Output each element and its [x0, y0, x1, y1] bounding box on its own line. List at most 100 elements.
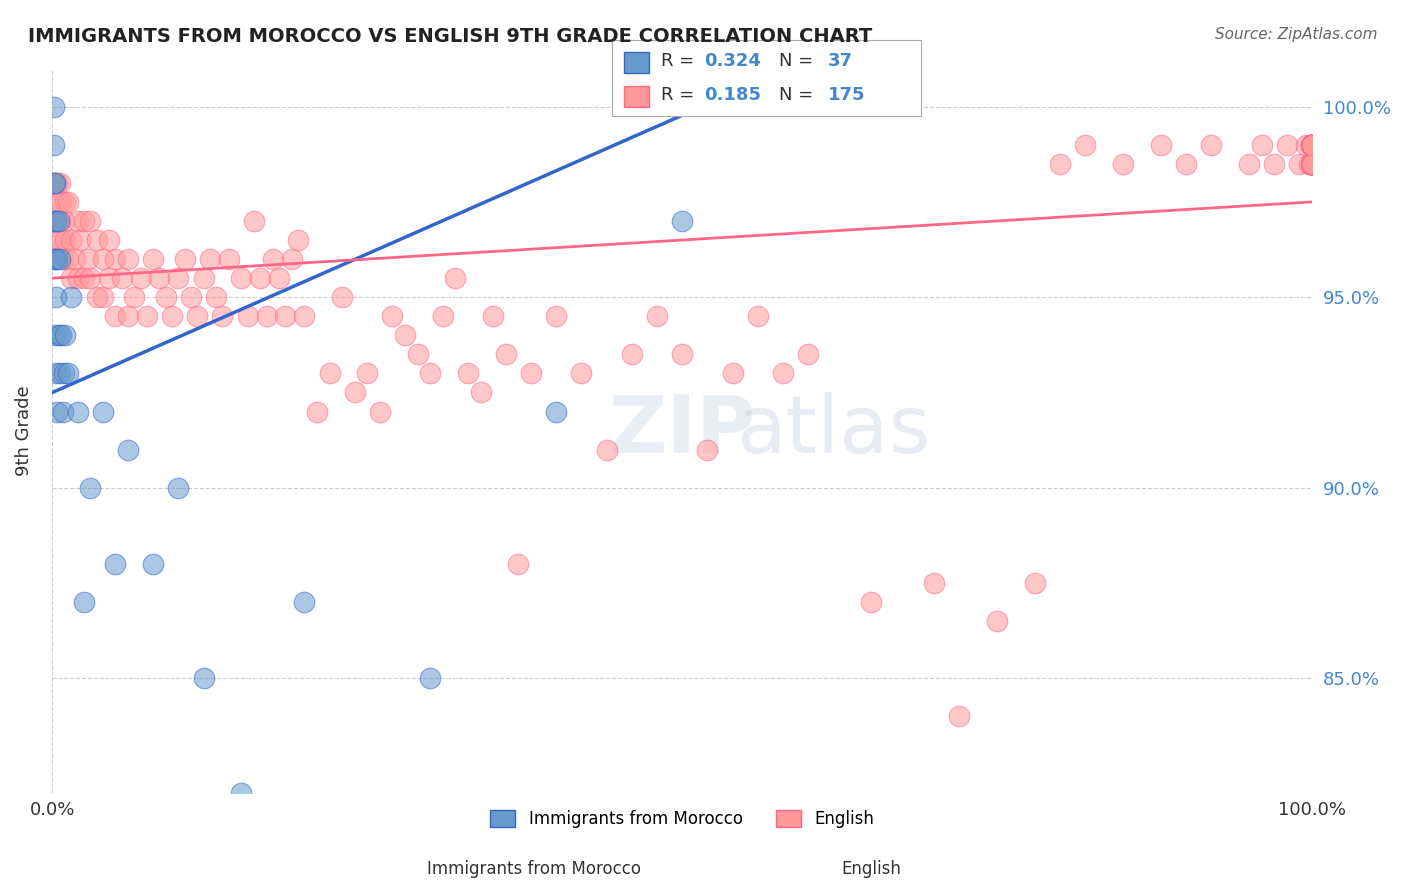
Point	[419, 671, 441, 685]
Text: R =: R =	[661, 53, 700, 70]
Point	[1301, 137, 1323, 152]
Point	[243, 214, 266, 228]
Point	[60, 271, 83, 285]
Point	[42, 137, 65, 152]
Point	[53, 233, 76, 247]
Point	[167, 481, 190, 495]
Point	[51, 194, 73, 209]
Point	[256, 310, 278, 324]
Point	[104, 557, 127, 571]
Point	[330, 290, 353, 304]
Point	[1301, 137, 1323, 152]
Point	[1301, 157, 1323, 171]
Point	[111, 271, 134, 285]
Point	[1301, 137, 1323, 152]
Text: 37: 37	[828, 53, 853, 70]
Point	[922, 576, 945, 591]
Point	[948, 709, 970, 723]
Point	[42, 100, 65, 114]
Point	[520, 367, 543, 381]
Point	[1301, 137, 1323, 152]
Point	[747, 310, 769, 324]
Point	[49, 367, 72, 381]
Point	[91, 252, 114, 266]
Point	[1301, 157, 1323, 171]
Point	[1024, 576, 1046, 591]
Point	[546, 404, 568, 418]
Point	[1301, 157, 1323, 171]
Point	[1301, 137, 1323, 152]
Point	[1301, 157, 1323, 171]
Point	[287, 233, 309, 247]
Point	[1301, 137, 1323, 152]
Point	[1301, 157, 1323, 171]
Point	[1301, 137, 1323, 152]
Point	[1301, 137, 1323, 152]
Text: Source: ZipAtlas.com: Source: ZipAtlas.com	[1215, 27, 1378, 42]
Point	[1301, 157, 1323, 171]
Point	[1174, 157, 1197, 171]
Point	[1301, 157, 1323, 171]
Point	[1301, 137, 1323, 152]
Point	[1288, 157, 1310, 171]
Point	[48, 214, 70, 228]
Point	[860, 595, 883, 609]
Point	[1301, 157, 1323, 171]
FancyBboxPatch shape	[624, 86, 648, 107]
Point	[46, 176, 69, 190]
Point	[236, 310, 259, 324]
Point	[211, 310, 233, 324]
Point	[1112, 157, 1135, 171]
Point	[198, 252, 221, 266]
Point	[508, 557, 530, 571]
Point	[86, 233, 108, 247]
Point	[482, 310, 505, 324]
Text: atlas: atlas	[737, 392, 931, 469]
Point	[1301, 137, 1323, 152]
Point	[1301, 157, 1323, 171]
Point	[44, 176, 66, 190]
Point	[274, 310, 297, 324]
Point	[135, 310, 157, 324]
Point	[1301, 137, 1323, 152]
Point	[52, 214, 75, 228]
Point	[86, 290, 108, 304]
Point	[1301, 157, 1323, 171]
Point	[117, 442, 139, 457]
Point	[1301, 157, 1323, 171]
Point	[193, 271, 215, 285]
Point	[1263, 157, 1285, 171]
Point	[1301, 157, 1323, 171]
Point	[1301, 137, 1323, 152]
Point	[51, 328, 73, 343]
Point	[546, 310, 568, 324]
Point	[1301, 157, 1323, 171]
Point	[495, 347, 517, 361]
Point	[44, 328, 66, 343]
Point	[42, 214, 65, 228]
Text: IMMIGRANTS FROM MOROCCO VS ENGLISH 9TH GRADE CORRELATION CHART: IMMIGRANTS FROM MOROCCO VS ENGLISH 9TH G…	[28, 27, 872, 45]
Point	[1301, 137, 1323, 152]
Point	[1301, 157, 1323, 171]
Point	[645, 310, 668, 324]
Point	[280, 252, 302, 266]
Point	[1301, 137, 1323, 152]
Point	[46, 214, 69, 228]
Point	[53, 194, 76, 209]
Point	[305, 404, 328, 418]
FancyBboxPatch shape	[624, 52, 648, 73]
Point	[98, 233, 121, 247]
Point	[186, 310, 208, 324]
Point	[69, 233, 91, 247]
Point	[1299, 157, 1322, 171]
Point	[117, 310, 139, 324]
Point	[797, 347, 820, 361]
Point	[142, 252, 165, 266]
Point	[1301, 157, 1323, 171]
Point	[91, 404, 114, 418]
Point	[60, 233, 83, 247]
Point	[51, 252, 73, 266]
Text: 175: 175	[828, 87, 866, 104]
Text: N =: N =	[779, 87, 818, 104]
Point	[155, 290, 177, 304]
